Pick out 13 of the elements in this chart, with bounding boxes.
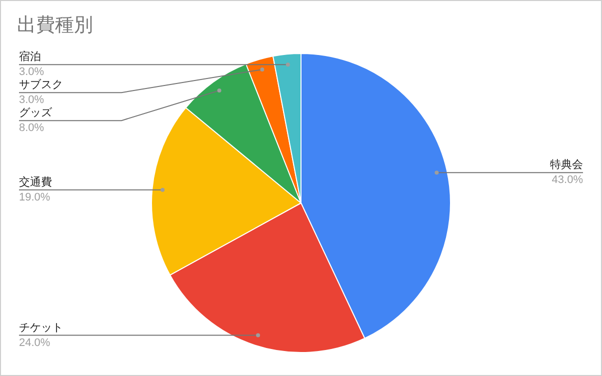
slice-label: 宿泊 — [19, 50, 41, 64]
slice-label: 特典会 — [550, 158, 583, 172]
data-label: 8.0% — [19, 122, 44, 134]
slice-label: 交通費 — [19, 175, 52, 188]
data-label: 24.0% — [19, 336, 50, 349]
data-label: 43.0% — [552, 174, 584, 186]
data-label: 3.0% — [19, 94, 44, 106]
data-label: 19.0% — [19, 191, 50, 204]
slice-label: グッズ — [19, 107, 53, 120]
slice-label: チケット — [19, 322, 63, 334]
slice-label: サブスク — [19, 78, 63, 92]
chart-title: 出費種別 — [17, 15, 93, 36]
data-label: 3.0% — [19, 66, 44, 78]
